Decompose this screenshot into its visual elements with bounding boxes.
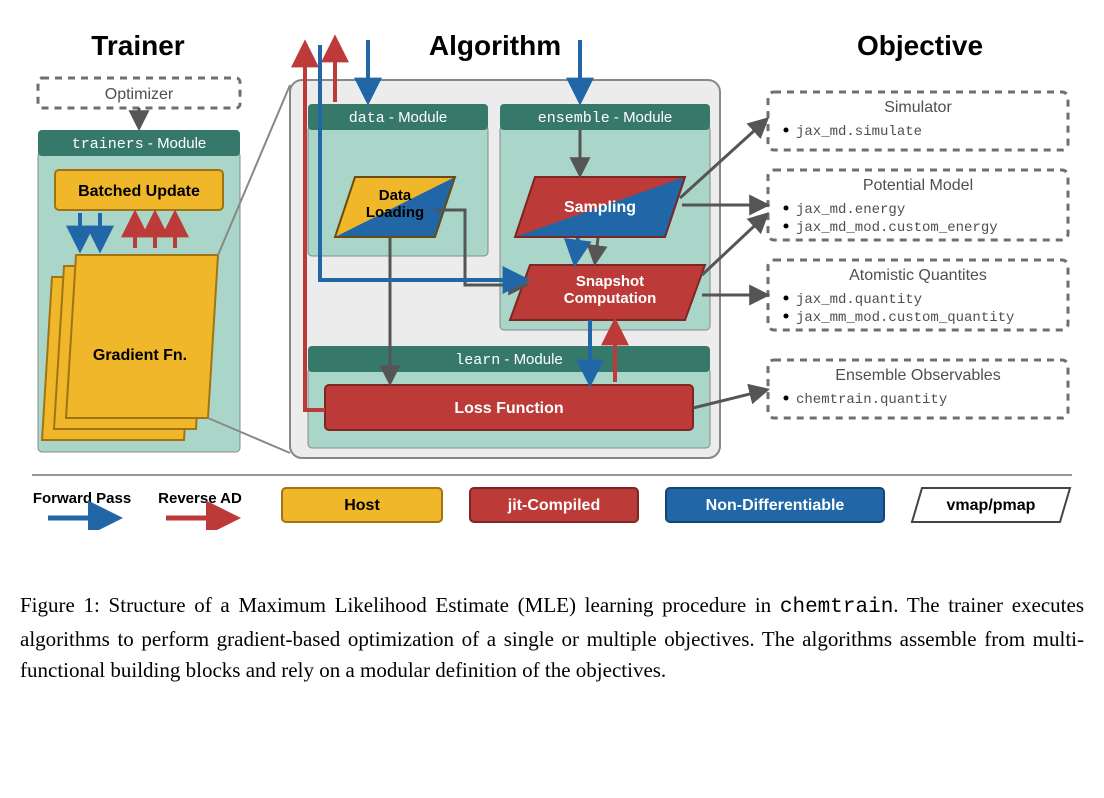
gradient-fn-label: Gradient Fn.	[93, 347, 187, 364]
caption-code: chemtrain	[780, 596, 893, 619]
diagram: Trainer Algorithm Objective Optimizer tr…	[20, 20, 1084, 530]
header-objective: Objective	[857, 30, 983, 61]
header-algorithm: Algorithm	[429, 30, 561, 61]
objective-item-1-0: jax_md.energy	[796, 202, 905, 218]
snapshot-computation-label: SnapshotComputation	[564, 273, 656, 307]
gradient-fn-card-1	[66, 255, 218, 418]
objective-title-1: Potential Model	[863, 177, 973, 194]
objective-item-3-0: chemtrain.quantity	[796, 392, 947, 408]
figure-caption: Figure 1: Structure of a Maximum Likelih…	[20, 590, 1084, 687]
batched-update-label: Batched Update	[78, 183, 200, 200]
data-module-title: data - Module	[349, 109, 448, 127]
objective-title-2: Atomistic Quantites	[849, 267, 987, 284]
objective-item-0-0: jax_md.simulate	[796, 124, 922, 140]
header-trainer: Trainer	[91, 30, 184, 61]
legend-reverse-ad: Reverse AD	[158, 490, 242, 507]
ensemble-module-title: ensemble - Module	[538, 109, 673, 127]
optimizer-label: Optimizer	[105, 86, 174, 103]
legend-host-label: Host	[344, 497, 380, 514]
learn-module-title: learn - Module	[455, 351, 563, 369]
objective-item-2-1: jax_mm_mod.custom_quantity	[796, 310, 1014, 326]
loss-function-label: Loss Function	[454, 400, 563, 417]
legend-vmap-label: vmap/pmap	[947, 497, 1036, 514]
objective-title-0: Simulator	[884, 99, 952, 116]
objective-item-2-0: jax_md.quantity	[796, 292, 922, 308]
legend-jit-label: jit-Compiled	[507, 497, 600, 514]
sampling-label: Sampling	[564, 199, 636, 216]
trainers-module-title: trainers - Module	[72, 135, 207, 153]
legend-nondiff-label: Non-Differentiable	[706, 497, 845, 514]
objective-item-1-1: jax_md_mod.custom_energy	[796, 220, 998, 236]
caption-prefix: Figure 1: Structure of a Maximum Likelih…	[20, 593, 780, 617]
legend-forward-pass: Forward Pass	[33, 490, 131, 507]
objective-title-3: Ensemble Observables	[835, 367, 1000, 384]
